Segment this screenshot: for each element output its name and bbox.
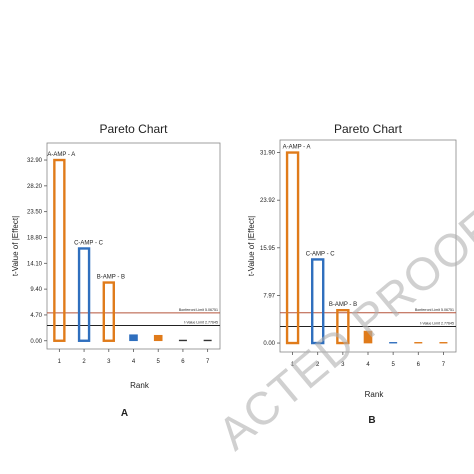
- bar-label: C-AMP - C: [74, 240, 104, 246]
- y-tick-label: 7.97: [263, 293, 275, 299]
- bar: [311, 258, 325, 345]
- x-tick-label: 3: [107, 359, 111, 365]
- bar-label: B-AMP - B: [97, 275, 125, 281]
- x-axis-label: Rank: [130, 381, 150, 390]
- x-tick-label: 6: [181, 359, 185, 365]
- x-tick-label: 4: [366, 362, 370, 368]
- bar-label: C-AMP - C: [306, 251, 336, 257]
- y-tick-label: 23.92: [260, 198, 276, 204]
- x-tick-label: 3: [341, 362, 345, 368]
- x-tick-label: 7: [206, 359, 210, 365]
- bar: [129, 334, 138, 342]
- x-axis-label: Rank: [365, 390, 385, 399]
- y-tick-label: 9.40: [30, 287, 42, 293]
- plot-frame: [279, 139, 457, 353]
- bar: [77, 247, 91, 342]
- bar-label: A-AMP - A: [47, 152, 75, 158]
- x-tick-label: 2: [316, 362, 320, 368]
- bar: [153, 334, 163, 342]
- bar: [414, 342, 423, 344]
- bar-label: A-AMP - A: [283, 145, 311, 151]
- x-tick-label: 1: [291, 362, 295, 368]
- y-tick-label: 28.20: [27, 184, 43, 190]
- y-axis-label: t-Value of |Effect|: [247, 216, 256, 276]
- y-tick-label: 4.70: [30, 313, 42, 319]
- reference-line-label: t-Value Limit 2.77645: [420, 321, 454, 325]
- reference-line-label: Bonferroni Limit 5.06751: [415, 308, 454, 312]
- plot-frame: [46, 142, 221, 350]
- bar: [102, 281, 115, 342]
- y-tick-label: 23.50: [27, 210, 43, 216]
- y-tick-label: 18.80: [27, 235, 43, 241]
- panel-label: B: [368, 415, 375, 426]
- chart-title: Pareto Chart: [334, 122, 403, 136]
- y-tick-label: 0.00: [30, 339, 42, 345]
- reference-line-label: t-Value Limit 2.77645: [184, 320, 218, 324]
- chart-panel-a: Pareto Chart 0.00 4.70 9.40 14.10 18.80 23.50 2…: [11, 122, 221, 419]
- y-tick-label: 14.10: [27, 261, 43, 267]
- x-tick-label: 4: [132, 359, 136, 365]
- bar: [178, 339, 187, 342]
- x-tick-label: 2: [82, 359, 86, 365]
- bar: [363, 330, 373, 344]
- y-tick-label: 31.90: [260, 151, 276, 157]
- reference-line-label: Bonferroni Limit 5.06751: [179, 308, 218, 312]
- x-tick-label: 5: [157, 359, 161, 365]
- bar-label: B-AMP - B: [329, 302, 357, 308]
- x-tick-label: 5: [391, 362, 395, 368]
- bar: [439, 342, 448, 344]
- x-tick-label: 1: [58, 359, 62, 365]
- y-tick-label: 32.90: [27, 158, 43, 164]
- x-tick-label: 6: [417, 362, 421, 368]
- chart-title: Pareto Chart: [99, 122, 168, 136]
- bar: [336, 308, 350, 345]
- y-axis-label: t-Value of |Effect|: [11, 216, 20, 276]
- bar: [285, 151, 300, 345]
- x-tick-label: 7: [442, 362, 446, 368]
- panel-label: A: [121, 408, 128, 419]
- bar: [389, 342, 398, 344]
- y-tick-label: 0.00: [263, 341, 275, 347]
- y-tick-label: 15.95: [260, 246, 276, 252]
- chart-panel-b: Pareto Chart 0.00 7.97 15.95 23.92 31.90 t-Val…: [247, 122, 457, 426]
- bar: [203, 339, 212, 342]
- bar: [53, 158, 66, 342]
